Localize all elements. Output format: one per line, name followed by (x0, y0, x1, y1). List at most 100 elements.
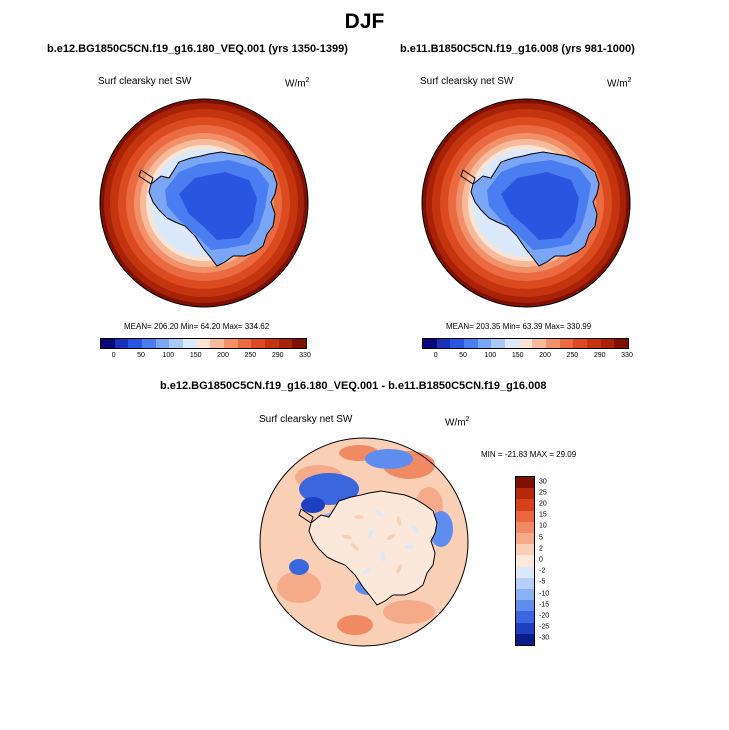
colorbar-tick-label: 150 (511, 352, 524, 359)
colorbar-swatch (224, 339, 238, 348)
colorbar-swatch (183, 339, 197, 348)
panel-1-variable-label: Surf clearsky net SW (98, 76, 192, 87)
difference-colorbar (515, 476, 535, 646)
panel-1-stats: MEAN= 206.20 Min= 64.20 Max= 334.62 (124, 322, 270, 331)
colorbar-swatch (210, 339, 225, 348)
colorbar-swatch (423, 339, 437, 348)
colorbar-tick-label: 250 (566, 352, 579, 359)
map-border (259, 437, 469, 647)
colorbar-tick-label: -2 (539, 567, 546, 575)
speckle (396, 564, 402, 574)
colorbar-tick-label: 15 (539, 511, 547, 519)
colorbar-tick-label: -5 (539, 578, 546, 586)
colorbar-swatch (278, 339, 293, 348)
colorbar-swatch (518, 339, 533, 348)
difference-polar-map (259, 437, 469, 647)
positive-anomaly-patch (383, 600, 435, 624)
panel-1-units: W/m2 (285, 77, 310, 90)
colorbar-tick-label: -15 (539, 601, 550, 609)
colorbar-tick-label: 250 (244, 352, 257, 359)
colorbar-tick-label: 150 (189, 352, 202, 359)
colorbar-tick-label: 50 (137, 352, 145, 359)
figure-title: DJF (344, 10, 385, 33)
colorbar-swatch (516, 600, 534, 612)
colorbar-swatch (516, 533, 534, 545)
colorbar-swatch (491, 339, 506, 348)
panel-2-units: W/m2 (607, 77, 632, 90)
colorbar-swatch (516, 510, 534, 522)
colorbar-tick-label: 100 (162, 352, 175, 359)
colorbar-swatch (532, 339, 547, 348)
colorbar-tick-label: 10 (539, 522, 547, 530)
negative-anomaly-patch (299, 473, 359, 505)
colorbar-swatch (101, 339, 115, 348)
difference-title: b.e12.BG1850C5CN.f19_g16.180_VEQ.001 - b… (160, 380, 547, 392)
panel-2-case-title: b.e11.B1850C5CN.f19_g16.008 (yrs 981-100… (400, 43, 635, 55)
colorbar-swatch (237, 339, 252, 348)
colorbar-swatch (516, 622, 534, 634)
speckle (411, 525, 419, 533)
ice-sheet-inner (501, 172, 579, 240)
positive-anomaly-patch (277, 571, 321, 603)
colorbar-tick-label: 5 (539, 534, 543, 542)
ice-sheet-inner (179, 172, 257, 240)
colorbar-tick-label: 2 (539, 545, 543, 553)
map-border (99, 98, 309, 308)
speckle (380, 552, 386, 562)
colorbar-tick-label: -10 (539, 590, 550, 598)
colorbar-swatch (477, 339, 492, 348)
colorbar-swatch (516, 488, 534, 500)
colorbar-swatch (142, 339, 156, 348)
speckle (354, 515, 364, 519)
colorbar-swatch (516, 633, 534, 646)
map-field (100, 99, 308, 307)
map-field (260, 438, 468, 646)
colorbar-swatch (516, 589, 534, 601)
colorbar-swatch (600, 339, 615, 348)
colorbar-tick-label: 200 (217, 352, 229, 359)
map-field (422, 99, 630, 307)
peninsula-coastline (460, 169, 476, 185)
colorbar-tick-label: 290 (593, 352, 606, 359)
colorbar-swatch (251, 339, 266, 348)
peninsula-coastline (298, 508, 314, 524)
colorbar-swatch (516, 477, 534, 489)
colorbar-tick-label: 30 (539, 478, 547, 486)
colorbar-swatch (516, 555, 534, 567)
speckle (386, 533, 396, 541)
speckle (374, 509, 384, 517)
colorbar-tick-label: 20 (539, 500, 547, 508)
map-border (421, 98, 631, 308)
speckle (342, 534, 352, 540)
colorbar-tick-label: 330 (299, 352, 311, 359)
panel-1-case-title: b.e12.BG1850C5CN.f19_g16.180_VEQ.001 (yr… (47, 43, 348, 55)
colorbar-swatch (546, 339, 560, 348)
negative-anomaly-patch (365, 449, 413, 469)
negative-anomaly-patch (301, 497, 325, 513)
colorbar-swatch (155, 339, 170, 348)
colorbar-swatch (464, 339, 478, 348)
difference-colorbar-ticks: 30 25 20 15 10 5 2 0 -2 -5 -10 -15 -20 -25 -30 (539, 476, 569, 644)
panel-2-colorbar (422, 338, 629, 349)
colorbar-swatch (516, 521, 534, 534)
speckle (351, 543, 359, 551)
colorbar-swatch (505, 339, 519, 348)
colorbar-swatch (169, 339, 184, 348)
speckle (404, 544, 414, 550)
colorbar-tick-label: 100 (484, 352, 497, 359)
peninsula-coastline (138, 169, 154, 185)
colorbar-swatch (450, 339, 465, 348)
coastline (470, 151, 600, 267)
colorbar-tick-label: -20 (539, 612, 550, 620)
colorbar-swatch (265, 339, 279, 348)
colorbar-tick-label: 0 (539, 556, 543, 564)
colorbar-swatch (292, 339, 307, 348)
colorbar-tick-label: 0 (111, 352, 116, 359)
difference-stats: MIN = -21.83 MAX = 29.09 (481, 450, 577, 459)
speckle (396, 516, 402, 526)
negative-anomaly-patch (289, 559, 309, 575)
colorbar-swatch (614, 339, 629, 348)
colorbar-tick-label: 330 (621, 352, 633, 359)
colorbar-swatch (559, 339, 574, 348)
colorbar-swatch (516, 544, 534, 556)
